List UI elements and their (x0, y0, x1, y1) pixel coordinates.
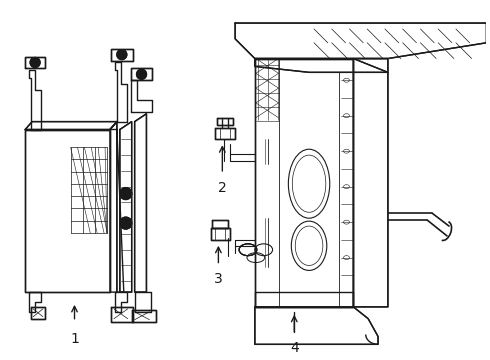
Circle shape (137, 69, 147, 79)
Polygon shape (120, 122, 132, 292)
Circle shape (30, 58, 40, 67)
Polygon shape (110, 122, 117, 292)
Polygon shape (25, 122, 117, 130)
Polygon shape (25, 130, 110, 292)
Text: 4: 4 (290, 341, 298, 355)
Polygon shape (135, 114, 147, 292)
Polygon shape (213, 220, 228, 228)
Text: 1: 1 (70, 332, 79, 346)
Polygon shape (111, 307, 133, 322)
Polygon shape (111, 49, 133, 60)
Polygon shape (255, 59, 353, 307)
Text: 3: 3 (214, 273, 223, 287)
Polygon shape (216, 127, 235, 139)
Polygon shape (218, 118, 233, 125)
Polygon shape (31, 307, 45, 319)
Polygon shape (211, 228, 230, 240)
Polygon shape (131, 68, 152, 80)
Circle shape (117, 50, 127, 59)
Circle shape (120, 188, 132, 199)
Polygon shape (255, 59, 388, 72)
Polygon shape (132, 310, 156, 322)
Polygon shape (255, 307, 378, 344)
Polygon shape (235, 23, 487, 59)
Circle shape (120, 217, 132, 229)
Polygon shape (353, 59, 388, 307)
Polygon shape (25, 57, 45, 68)
Text: 2: 2 (218, 181, 227, 195)
